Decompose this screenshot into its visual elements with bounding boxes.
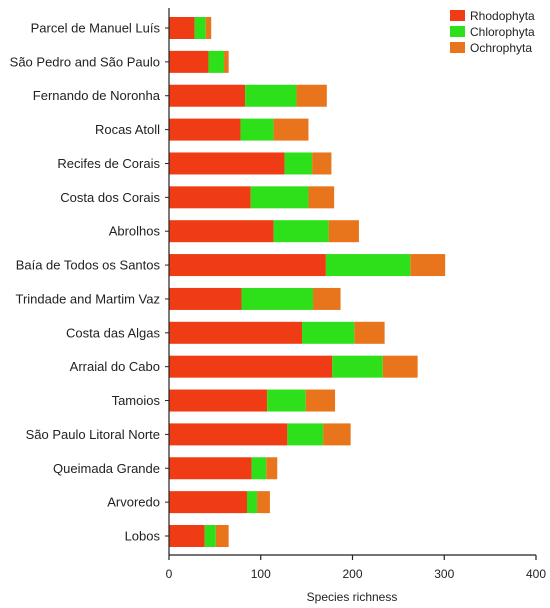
legend-swatch-rhodophyta xyxy=(450,10,465,21)
bar-lobos-rhodophyta xyxy=(169,525,205,547)
bar-arvoredo-chlorophyta xyxy=(246,491,258,514)
bar-arvoredo-ochrophyta xyxy=(257,491,270,514)
bar-arraial-do-cabo-rhodophyta xyxy=(169,355,333,378)
x-tick-label-200: 200 xyxy=(342,567,362,581)
category-label-tamoios: Tamoios xyxy=(112,393,161,408)
bar-baia-de-todos-os-santos-ochrophyta xyxy=(410,254,446,277)
bar-tamoios-chlorophyta xyxy=(267,389,306,412)
bar-fernando-de-noronha-chlorophyta xyxy=(245,84,297,107)
bar-baia-de-todos-os-santos-chlorophyta xyxy=(325,254,411,277)
bar-recifes-de-corais-rhodophyta xyxy=(169,152,285,175)
bar-trindade-and-martim-vaz-rhodophyta xyxy=(169,287,242,310)
bar-costa-dos-corais-chlorophyta xyxy=(250,186,309,209)
x-axis-title: Species richness xyxy=(307,590,398,604)
bar-sao-pedro-and-sao-paulo-chlorophyta xyxy=(208,50,225,73)
bar-abrolhos-chlorophyta xyxy=(273,220,329,243)
x-tick-label-0: 0 xyxy=(166,567,173,581)
bar-rocas-atoll-chlorophyta xyxy=(240,118,274,141)
category-label-lobos: Lobos xyxy=(125,529,161,544)
bar-sao-paulo-litoral-norte-ochrophyta xyxy=(323,423,351,446)
bar-queimada-grande-ochrophyta xyxy=(266,457,278,480)
bar-abrolhos-ochrophyta xyxy=(328,220,359,243)
category-label-arraial-do-cabo: Arraial do Cabo xyxy=(70,359,160,374)
category-label-recifes-de-corais: Recifes de Corais xyxy=(57,156,160,171)
bar-tamoios-ochrophyta xyxy=(305,389,336,412)
bar-costa-das-algas-ochrophyta xyxy=(354,321,385,344)
legend-label-ochrophyta: Ochrophyta xyxy=(470,41,532,55)
category-label-abrolhos: Abrolhos xyxy=(109,224,161,239)
bar-tamoios-rhodophyta xyxy=(169,389,268,412)
bar-arraial-do-cabo-ochrophyta xyxy=(382,355,418,378)
bar-arraial-do-cabo-chlorophyta xyxy=(332,355,383,378)
legend-swatch-ochrophyta xyxy=(450,42,465,53)
x-tick-label-400: 400 xyxy=(526,567,546,581)
category-labels: Parcel de Manuel Luís São Pedro and São P… xyxy=(10,21,169,544)
bar-sao-pedro-and-sao-paulo-ochrophyta xyxy=(224,50,229,73)
bar-fernando-de-noronha-rhodophyta xyxy=(169,84,246,107)
bar-recifes-de-corais-chlorophyta xyxy=(284,152,313,175)
bar-parcel-de-manuel-luis-ochrophyta xyxy=(205,17,212,39)
category-label-queimada-grande: Queimada Grande xyxy=(53,461,160,476)
bar-arvoredo-rhodophyta xyxy=(169,491,247,514)
bar-rocas-atoll-ochrophyta xyxy=(273,118,309,141)
bar-trindade-and-martim-vaz-chlorophyta xyxy=(241,287,314,310)
bar-baia-de-todos-os-santos-rhodophyta xyxy=(169,254,326,277)
bar-sao-paulo-litoral-norte-chlorophyta xyxy=(287,423,324,446)
category-label-rocas-atoll: Rocas Atoll xyxy=(95,122,160,137)
legend-label-rhodophyta: Rhodophyta xyxy=(470,9,535,23)
bar-queimada-grande-chlorophyta xyxy=(251,457,267,480)
category-label-sao-paulo-litoral-norte: São Paulo Litoral Norte xyxy=(26,427,160,442)
bar-queimada-grande-rhodophyta xyxy=(169,457,252,480)
category-label-baia-de-todos-os-santos: Baía de Todos os Santos xyxy=(16,258,161,273)
category-label-parcel-de-manuel-luis: Parcel de Manuel Luís xyxy=(31,21,161,36)
bar-parcel-de-manuel-luis-rhodophyta xyxy=(169,17,195,39)
category-label-trindade-and-martim-vaz: Trindade and Martim Vaz xyxy=(15,291,160,306)
bar-costa-dos-corais-ochrophyta xyxy=(308,186,335,209)
bar-fernando-de-noronha-ochrophyta xyxy=(296,84,327,107)
legend: Rhodophyta Chlorophyta Ochrophyta xyxy=(450,9,535,55)
legend-swatch-chlorophyta xyxy=(450,26,465,37)
legend-label-chlorophyta: Chlorophyta xyxy=(470,25,535,39)
category-label-costa-dos-corais: Costa dos Corais xyxy=(60,190,160,205)
category-label-sao-pedro-and-sao-paulo: São Pedro and São Paulo xyxy=(10,54,160,69)
bar-lobos-ochrophyta xyxy=(215,525,229,547)
category-label-fernando-de-noronha: Fernando de Noronha xyxy=(33,88,161,103)
bar-costa-dos-corais-rhodophyta xyxy=(169,186,251,209)
category-label-arvoredo: Arvoredo xyxy=(107,495,160,510)
bar-rocas-atoll-rhodophyta xyxy=(169,118,241,141)
bars-layer xyxy=(169,17,446,547)
bar-sao-paulo-litoral-norte-rhodophyta xyxy=(169,423,288,446)
x-tick-label-300: 300 xyxy=(434,567,454,581)
bar-trindade-and-martim-vaz-ochrophyta xyxy=(313,287,341,310)
x-tick-label-100: 100 xyxy=(251,567,271,581)
bar-costa-das-algas-rhodophyta xyxy=(169,321,303,344)
bar-parcel-de-manuel-luis-chlorophyta xyxy=(194,17,206,39)
bar-recifes-de-corais-ochrophyta xyxy=(312,152,332,175)
category-label-costa-das-algas: Costa das Algas xyxy=(66,325,160,340)
bar-lobos-chlorophyta xyxy=(204,525,216,547)
x-axis-ticks: 0 100 200 300 400 xyxy=(166,555,546,581)
bar-sao-pedro-and-sao-paulo-rhodophyta xyxy=(169,50,209,73)
bar-costa-das-algas-chlorophyta xyxy=(302,321,355,344)
bar-abrolhos-rhodophyta xyxy=(169,220,274,243)
